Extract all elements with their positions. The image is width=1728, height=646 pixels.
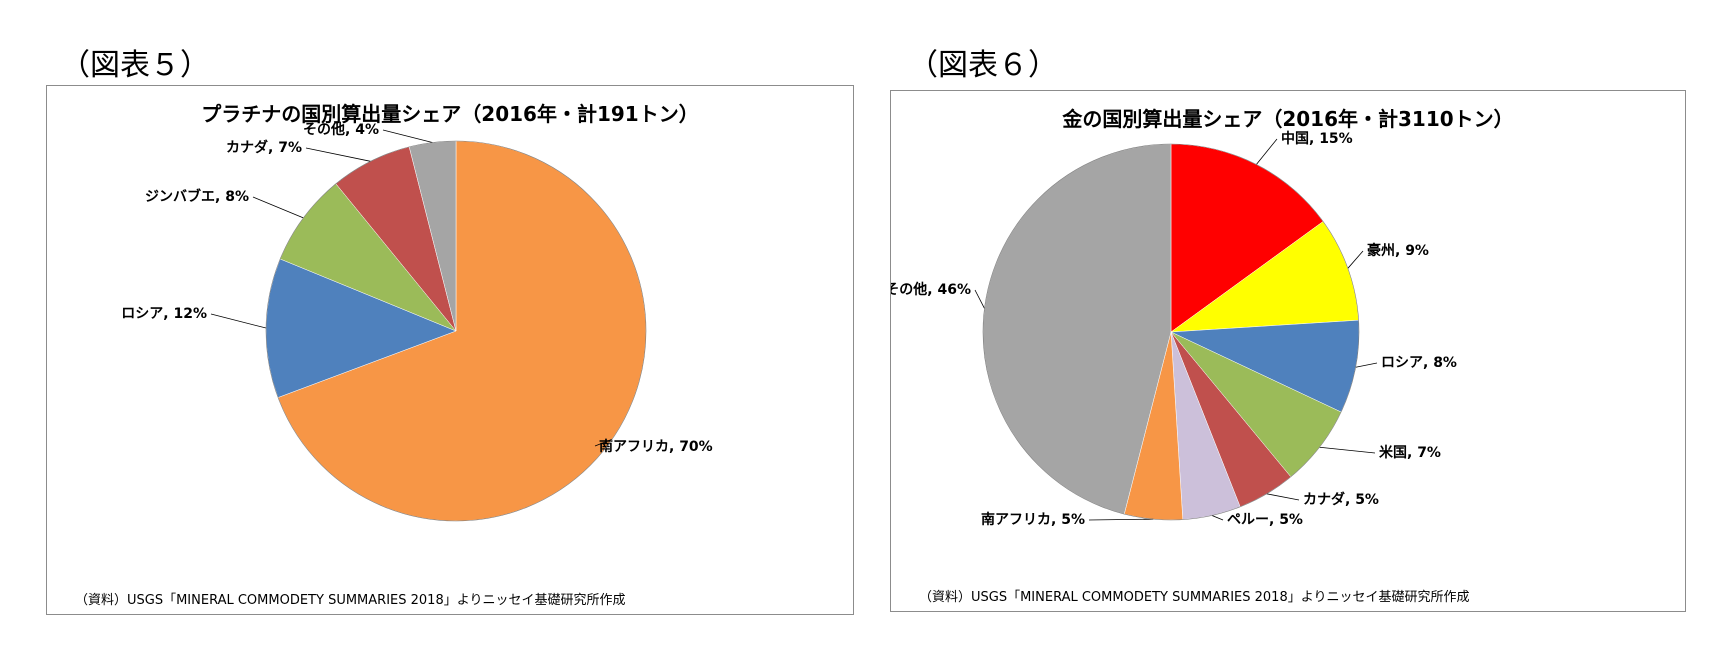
platinum-pie-chart: 南アフリカ, 70% ロシア, 12% ジンバブエ, 8% カナダ, 7%その他, 4… <box>121 121 713 522</box>
data-label: その他, 46% <box>891 281 971 298</box>
source-note: （資料）USGS「MINERAL COMMODETY SUMMARIES 201… <box>919 590 1470 605</box>
leader-line <box>1347 250 1364 269</box>
source-note: （資料）USGS「MINERAL COMMODETY SUMMARIES 201… <box>75 593 626 608</box>
chart-title: プラチナの国別算出量シェア（2016年・計191トン） <box>201 102 699 126</box>
leader-line <box>1266 493 1300 501</box>
gold-pie-chart: 中国, 15% 豪州, 9% ロシア, 8% 米国, 7% カナダ, 5%ペルー, 5%… <box>891 130 1457 528</box>
data-label: ペルー, 5% <box>1227 512 1303 528</box>
data-label: ロシア, 8% <box>1381 355 1457 371</box>
leader-line <box>974 289 985 309</box>
data-label: ジンバブエ, 8% <box>145 188 249 205</box>
leader-line <box>252 196 304 219</box>
data-label: カナダ, 5% <box>1303 491 1379 508</box>
data-label: ロシア, 12% <box>121 306 207 322</box>
chart-title: 金の国別算出量シェア（2016年・計3110トン） <box>1062 107 1514 131</box>
leader-line <box>210 313 267 329</box>
data-label: カナダ, 7% <box>226 139 302 156</box>
data-label: 南アフリカ, 70% <box>599 438 713 455</box>
leader-line <box>1355 362 1378 368</box>
leader-line <box>382 129 433 143</box>
leader-line <box>1211 515 1224 521</box>
data-label: 中国, 15% <box>1281 130 1353 147</box>
pie-outline <box>265 140 647 522</box>
leader-line <box>305 147 371 162</box>
platinum-chart-panel: プラチナの国別算出量シェア（2016年・計191トン） 南アフリカ, 70% ロシ… <box>46 85 854 615</box>
leader-line <box>1319 446 1376 454</box>
data-label: その他, 4% <box>303 121 379 138</box>
figure-5-label: （図表５） <box>60 48 210 83</box>
leader-line <box>1256 138 1278 165</box>
data-label: 南アフリカ, 5% <box>981 511 1085 528</box>
data-label: 豪州, 9% <box>1367 242 1429 259</box>
gold-chart-panel: 金の国別算出量シェア（2016年・計3110トン） 中国, 15% 豪州, 9% ロ… <box>890 90 1686 612</box>
leader-line <box>1088 518 1154 521</box>
data-label: 米国, 7% <box>1379 444 1441 461</box>
leader-line <box>594 438 613 447</box>
pie-outline <box>982 143 1360 521</box>
figure-6-label: （図表６） <box>908 48 1058 83</box>
